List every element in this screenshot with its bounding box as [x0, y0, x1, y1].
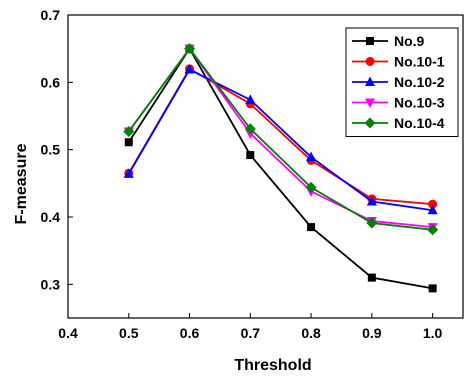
- x-tick-label: 0.9: [362, 325, 382, 341]
- x-tick-label: 0.6: [180, 325, 200, 341]
- y-tick-label: 0.6: [41, 74, 61, 90]
- legend-label: No.10-2: [394, 74, 445, 90]
- plot-frame: [67, 14, 464, 319]
- legend-item: No.10-4: [352, 115, 445, 131]
- data-point: [366, 196, 377, 206]
- data-point: [246, 151, 255, 160]
- legend-item: No.10-3: [352, 95, 445, 111]
- series-line: [128, 46, 433, 290]
- data-point: [306, 151, 317, 162]
- legend-marker: [365, 57, 375, 66]
- legend-label: No.10-1: [394, 54, 445, 70]
- series-line: [128, 47, 433, 231]
- legend-label: No.10-3: [394, 95, 445, 111]
- data-point: [124, 138, 133, 147]
- data-point: [244, 123, 256, 135]
- series-5: [123, 43, 439, 236]
- y-tick-label: 0.5: [41, 142, 61, 158]
- series-group: [123, 43, 439, 293]
- data-point: [367, 273, 376, 282]
- data-point: [428, 284, 437, 293]
- x-tick-label: 0.8: [301, 325, 321, 341]
- data-point: [428, 199, 438, 209]
- data-point: [184, 64, 195, 74]
- series-3: [123, 64, 438, 215]
- y-tick-label: 0.3: [41, 276, 61, 292]
- data-point: [366, 217, 378, 229]
- series-line: [127, 68, 433, 212]
- legend-item: No.10-1: [352, 54, 445, 70]
- y-tick-label: 0.7: [41, 7, 61, 23]
- legend-label: No.9: [394, 33, 425, 49]
- x-tick-label: 1.0: [423, 325, 443, 341]
- legend-marker: [366, 37, 374, 45]
- x-axis-title: Threshold: [234, 357, 311, 374]
- legend-marker: [365, 76, 375, 86]
- y-tick-label: 0.4: [41, 209, 61, 225]
- data-point: [123, 125, 135, 137]
- data-point: [305, 181, 317, 193]
- legend-item: No.9: [352, 33, 425, 49]
- legend-label: No.10-4: [394, 115, 445, 131]
- legend-marker: [364, 117, 376, 129]
- plot-area: [67, 14, 464, 319]
- data-point: [427, 204, 438, 215]
- axes: 0.4 0.5 0.6 0.7 0.8 0.9 1.0 0.3 0.4 0.5 0.6 0.7: [41, 7, 443, 341]
- y-axis-title: F-measure: [13, 143, 30, 224]
- data-point: [184, 43, 196, 55]
- x-tick-label: 0.4: [58, 325, 78, 341]
- data-point: [123, 168, 134, 178]
- data-point: [307, 223, 316, 232]
- legend: No.9 No.10-1 No.10-2 No.10-3 No.10-4: [345, 27, 459, 137]
- x-tick-label: 0.7: [241, 325, 261, 341]
- legend-item: No.10-2: [352, 74, 445, 90]
- x-tick-label: 0.5: [119, 325, 139, 341]
- data-point: [245, 94, 256, 104]
- data-point: [427, 224, 439, 236]
- legend-marker: [365, 98, 375, 108]
